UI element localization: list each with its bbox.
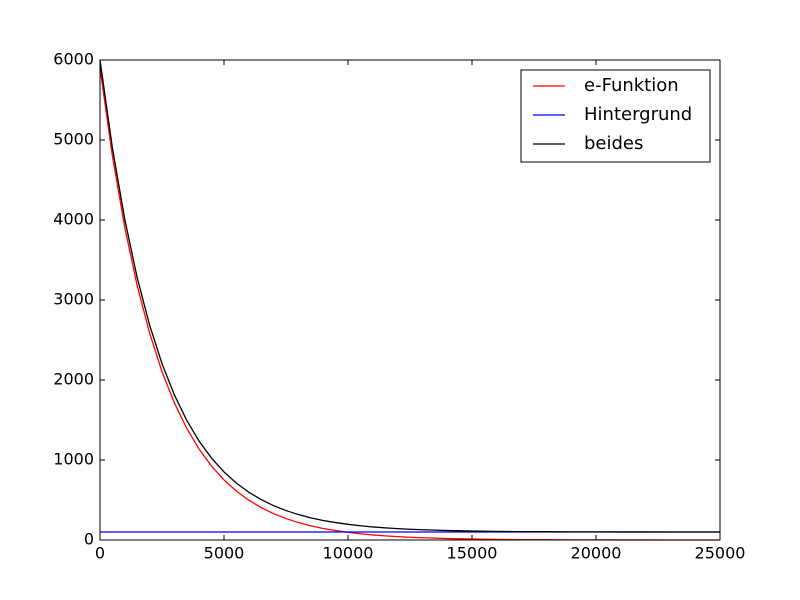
x-tick-label: 5000 — [204, 544, 245, 563]
legend-label: e-Funktion — [584, 75, 679, 96]
legend-label: Hintergrund — [584, 104, 692, 125]
y-tick-label: 5000 — [53, 130, 94, 149]
y-tick-label: 6000 — [53, 50, 94, 69]
x-tick-label: 0 — [95, 544, 105, 563]
data-line — [99, 59, 720, 533]
y-tick-label: 0 — [84, 530, 94, 549]
x-tick-label: 10000 — [323, 544, 374, 563]
y-tick-label: 2000 — [53, 370, 94, 389]
legend-label: beides — [584, 133, 643, 154]
x-tick-label: 15000 — [447, 544, 498, 563]
legend-box — [520, 69, 711, 163]
y-tick-label: 1000 — [53, 450, 94, 469]
y-tick-label: 3000 — [53, 290, 94, 309]
y-tick-label: 4000 — [53, 210, 94, 229]
x-tick-label: 25000 — [695, 544, 746, 563]
x-tick-label: 20000 — [571, 544, 622, 563]
